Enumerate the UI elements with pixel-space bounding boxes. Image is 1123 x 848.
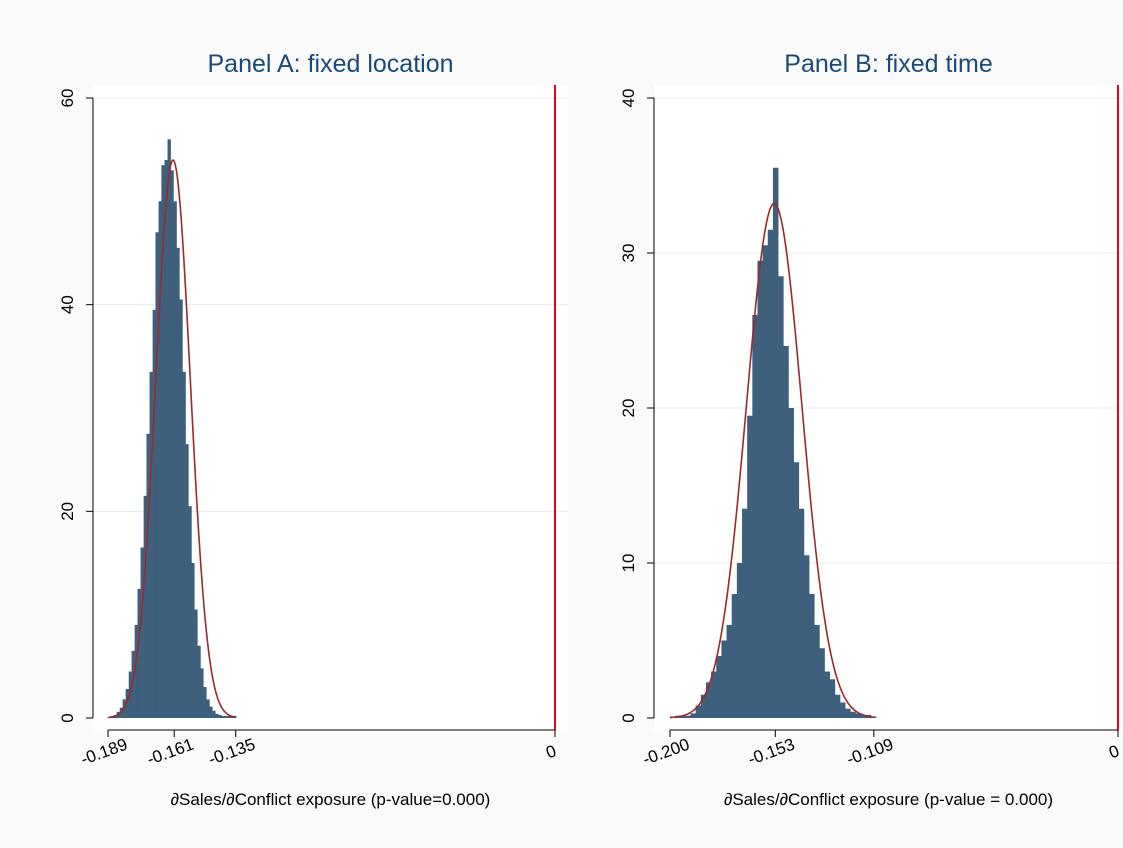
- histogram-bar: [736, 563, 743, 718]
- histogram-bar: [218, 714, 222, 718]
- y-tick-label: 0: [619, 713, 638, 722]
- panel-title-a: Panel A: fixed location: [208, 50, 454, 78]
- histogram-bar: [690, 713, 697, 718]
- histogram-bar: [182, 371, 186, 718]
- histogram-bar: [839, 702, 846, 718]
- histogram-bar: [164, 160, 168, 718]
- histogram-bar: [146, 433, 150, 718]
- histogram-bar: [191, 563, 195, 718]
- histogram-bar: [119, 707, 124, 718]
- y-tick-label: 10: [619, 554, 638, 573]
- histogram-bar: [185, 444, 189, 718]
- histogram-bar: [695, 705, 702, 718]
- histogram-bar: [716, 656, 722, 718]
- histogram-bar: [772, 167, 779, 718]
- y-tick-label: 0: [58, 713, 77, 722]
- histogram-bar: [783, 346, 789, 718]
- histogram-bar: [188, 506, 192, 718]
- histogram-bar: [140, 547, 144, 718]
- density-curve-a: [108, 159, 235, 719]
- histogram-bar: [685, 715, 691, 718]
- histogram-bar: [131, 650, 135, 718]
- histogram-bar: [757, 260, 764, 718]
- y-tick-label: 60: [58, 89, 77, 108]
- histogram-bars-a: [107, 139, 237, 719]
- histogram-bar: [829, 679, 836, 718]
- y-tick-label: 30: [619, 244, 638, 263]
- histogram-bar: [850, 711, 856, 718]
- histogram-bars-b: [669, 167, 877, 718]
- histogram-bar: [221, 715, 225, 718]
- histogram-bar: [203, 687, 207, 718]
- histogram-bar: [778, 276, 784, 718]
- histogram-bar: [845, 708, 851, 718]
- histogram-bar: [233, 715, 237, 718]
- histogram-bar: [152, 309, 157, 718]
- histogram-bar: [747, 415, 753, 718]
- density-curve-b: [669, 202, 874, 719]
- histogram-bar: [173, 201, 177, 719]
- histogram-bar: [194, 609, 198, 718]
- histogram-bar: [209, 706, 213, 718]
- y-tick-label: 20: [619, 399, 638, 418]
- histogram-bar: [206, 699, 210, 718]
- histogram-bar: [212, 710, 216, 718]
- histogram-bar: [798, 508, 805, 718]
- histogram-bar: [227, 715, 231, 718]
- histogram-bar: [170, 170, 174, 719]
- histogram-bar: [788, 408, 794, 718]
- histogram-bar: [700, 694, 707, 718]
- histogram-bar: [711, 671, 717, 718]
- histogram-bar: [134, 625, 139, 718]
- histogram-bar: [819, 648, 825, 718]
- histogram-bar: [167, 139, 171, 719]
- histogram-bar: [752, 315, 758, 718]
- x-axis-label-b: ∂Sales/∂Conflict exposure (p-value = 0.0…: [724, 790, 1053, 809]
- histogram-bar: [731, 594, 738, 718]
- y-axis-b: 0 10 20 30 40: [619, 89, 655, 723]
- histogram-bar: [125, 689, 130, 718]
- histogram-bar: [680, 715, 686, 718]
- histogram-bar: [137, 588, 141, 718]
- histogram-bar: [155, 232, 159, 719]
- y-tick-label: 20: [58, 502, 77, 521]
- histogram-bar: [793, 462, 800, 718]
- histogram-bar: [176, 247, 180, 719]
- y-tick-label: 40: [619, 89, 638, 108]
- histogram-bar: [834, 694, 841, 718]
- x-axis-label-a: ∂Sales/∂Conflict exposure (p-value=0.000…: [171, 790, 491, 809]
- histogram-bar: [158, 201, 162, 719]
- histogram-bar: [824, 671, 830, 718]
- histogram-bar: [197, 645, 201, 718]
- histogram-bar: [215, 713, 219, 718]
- histogram-bar: [762, 245, 769, 718]
- gridlines-b: [654, 97, 1123, 564]
- histogram-bar: [161, 165, 165, 718]
- histogram-bar: [767, 229, 774, 718]
- histogram-bar: [179, 299, 183, 718]
- histogram-bar: [200, 668, 204, 718]
- histogram-bar: [808, 594, 815, 718]
- histogram-bar: [705, 682, 712, 718]
- histogram-bar: [860, 714, 867, 718]
- histogram-bar: [128, 671, 133, 718]
- histogram-bar: [855, 713, 861, 718]
- histogram-bar: [143, 495, 148, 718]
- histogram-bar: [814, 625, 820, 718]
- histogram-bar: [726, 625, 733, 718]
- histogram-bar: [803, 555, 810, 718]
- y-axis-a: 0 20 40 60: [58, 89, 94, 723]
- y-tick-label: 40: [58, 295, 77, 314]
- histogram-bar: [742, 508, 748, 718]
- histogram-bar: [149, 371, 153, 718]
- panel-title-b: Panel B: fixed time: [784, 50, 992, 78]
- histogram-bar: [721, 640, 727, 718]
- histogram-bar: [224, 715, 228, 718]
